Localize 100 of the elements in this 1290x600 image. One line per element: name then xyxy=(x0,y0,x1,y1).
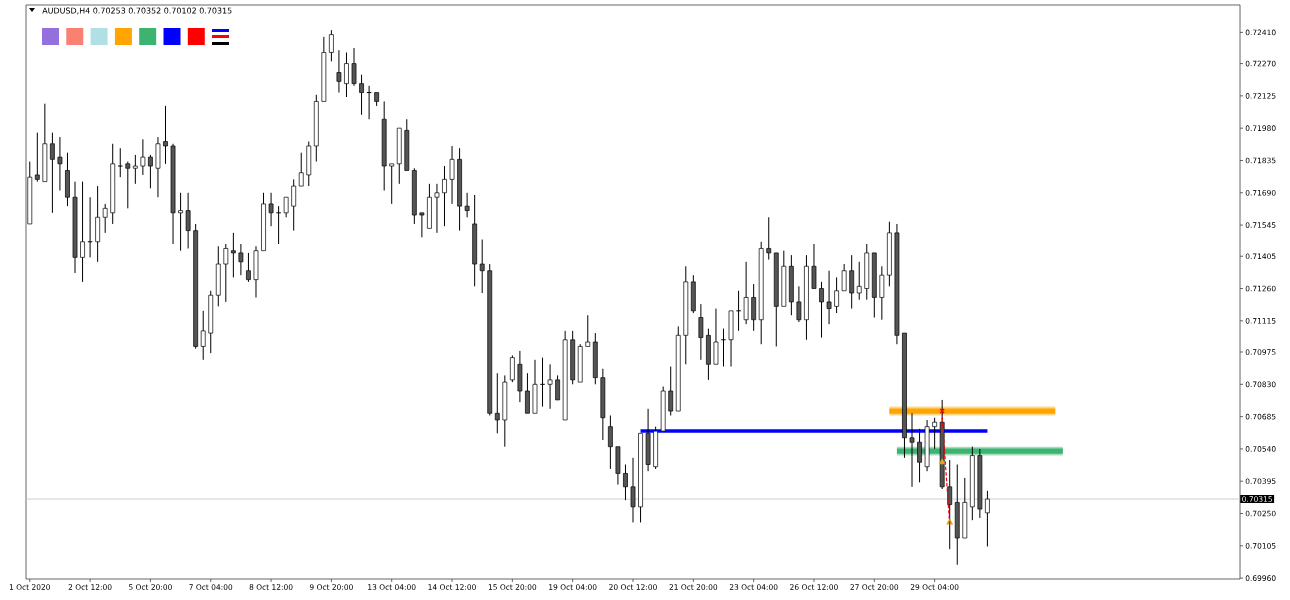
candlestick xyxy=(381,100,387,192)
candlestick xyxy=(329,29,334,62)
candlestick xyxy=(517,350,523,403)
candlestick xyxy=(449,145,455,205)
candlestick xyxy=(623,464,628,501)
candlestick xyxy=(170,143,176,245)
candlestick xyxy=(509,354,515,383)
candlestick xyxy=(411,167,417,225)
candlestick xyxy=(577,343,583,383)
candlestick xyxy=(811,243,817,289)
candlestick xyxy=(419,212,425,238)
candlestick xyxy=(283,196,289,218)
candlestick xyxy=(902,332,907,459)
candlestick xyxy=(608,415,613,470)
candlestick xyxy=(27,161,33,225)
candlestick xyxy=(313,94,319,163)
candlestick xyxy=(321,36,327,102)
candlestick xyxy=(291,178,297,232)
candlestick xyxy=(615,446,621,486)
candlestick xyxy=(660,386,666,432)
candlestick xyxy=(698,303,704,361)
candlestick xyxy=(404,118,410,171)
candlestick xyxy=(562,330,568,421)
candlestick xyxy=(804,254,809,341)
candlestick xyxy=(819,281,824,339)
candlestick xyxy=(80,181,85,283)
candlestick xyxy=(193,223,199,350)
candlestick xyxy=(132,154,138,185)
candlestick xyxy=(261,192,266,252)
candlestick xyxy=(163,105,168,165)
candlestick xyxy=(630,457,636,523)
candlestick xyxy=(924,419,930,472)
candlestick xyxy=(306,141,312,187)
candlestick xyxy=(871,252,877,318)
candlestick xyxy=(962,477,968,539)
candlestick xyxy=(841,263,847,292)
candlestick xyxy=(555,374,560,401)
candlestick xyxy=(442,165,447,227)
candlestick xyxy=(645,408,651,472)
candlestick xyxy=(344,51,349,98)
candlestick xyxy=(246,252,251,283)
candlestick xyxy=(879,265,885,321)
candlestick xyxy=(864,243,870,301)
candlestick xyxy=(638,432,643,523)
candlestick xyxy=(374,92,380,107)
candlestick xyxy=(298,152,304,187)
candlestick xyxy=(690,274,696,314)
candlestick xyxy=(95,185,101,263)
candlestick xyxy=(472,194,478,287)
candlestick xyxy=(457,147,462,232)
candlestick xyxy=(713,308,719,365)
candlestick xyxy=(427,183,432,229)
candlestick xyxy=(675,325,681,412)
candlestick xyxy=(110,143,116,225)
candlestick xyxy=(570,330,576,385)
candlestick xyxy=(268,192,274,227)
candlestick xyxy=(856,261,862,301)
candlestick xyxy=(758,241,764,345)
candlestick xyxy=(917,428,922,483)
candlestick xyxy=(781,250,787,307)
candlestick xyxy=(72,181,78,274)
candlestick xyxy=(494,372,500,434)
candlestick xyxy=(826,270,832,325)
candlestick xyxy=(215,245,221,307)
candlestick xyxy=(773,252,779,347)
candlestick xyxy=(223,243,229,303)
candlestick xyxy=(253,245,259,298)
candlestick xyxy=(208,290,214,354)
candlestick xyxy=(969,446,975,521)
candlestick xyxy=(125,161,131,209)
candlestick xyxy=(50,132,55,214)
candlestick xyxy=(766,216,772,261)
candlestick xyxy=(525,372,530,414)
candlestick xyxy=(396,127,402,185)
candlestick xyxy=(117,147,124,178)
candlestick xyxy=(434,183,440,234)
candlestick xyxy=(954,464,960,566)
candlestick xyxy=(140,138,146,176)
candlestick xyxy=(592,332,598,385)
candlestick xyxy=(230,232,236,278)
candlestick xyxy=(502,374,508,448)
candlestick xyxy=(34,132,40,183)
candlestick xyxy=(985,490,990,547)
candlestick xyxy=(977,448,983,519)
candlestick xyxy=(238,243,244,276)
candlestick xyxy=(894,223,900,345)
candlestick xyxy=(909,412,915,488)
candlestick xyxy=(547,363,553,410)
candlestick xyxy=(185,192,191,249)
candlestick xyxy=(65,152,70,207)
candlestick xyxy=(148,154,153,189)
candlestick xyxy=(57,136,63,192)
candlestick xyxy=(178,192,183,252)
candlestick xyxy=(788,254,794,316)
candlestick xyxy=(932,417,938,450)
candlestick xyxy=(585,314,591,347)
candlestick xyxy=(359,74,364,116)
candlestick xyxy=(706,328,711,381)
candlestick xyxy=(887,221,892,287)
candlestick xyxy=(389,163,395,205)
